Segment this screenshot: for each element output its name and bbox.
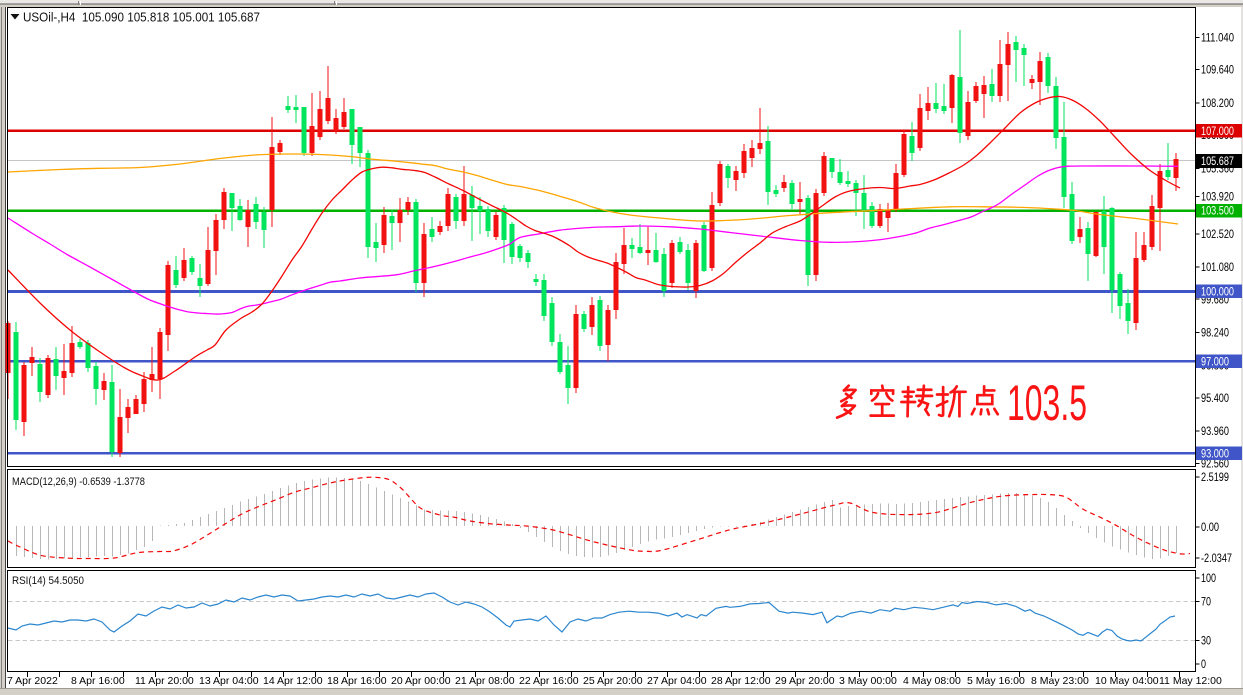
svg-text:93.960: 93.960 [1201, 426, 1229, 438]
svg-text:0.00: 0.00 [1201, 522, 1219, 534]
svg-text:18 Apr 16:00: 18 Apr 16:00 [327, 675, 387, 687]
svg-text:11 May 12:00: 11 May 12:00 [1159, 675, 1222, 687]
svg-text:29 Apr 20:00: 29 Apr 20:00 [775, 675, 835, 687]
svg-text:5 May 16:00: 5 May 16:00 [967, 675, 1025, 687]
svg-text:2.5199: 2.5199 [1201, 472, 1229, 484]
svg-text:3 May 00:00: 3 May 00:00 [839, 675, 897, 687]
svg-text:27 Apr 04:00: 27 Apr 04:00 [647, 675, 707, 687]
svg-text:0: 0 [1201, 659, 1206, 671]
svg-text:8 May 23:00: 8 May 23:00 [1031, 675, 1089, 687]
svg-text:108.200: 108.200 [1201, 98, 1234, 110]
svg-text:22 Apr 16:00: 22 Apr 16:00 [519, 675, 579, 687]
svg-text:25 Apr 20:00: 25 Apr 20:00 [583, 675, 643, 687]
svg-text:101.080: 101.080 [1201, 262, 1234, 274]
svg-text:10 May 04:00: 10 May 04:00 [1095, 675, 1159, 687]
svg-text:97.000: 97.000 [1201, 356, 1229, 368]
svg-text:100.000: 100.000 [1201, 287, 1234, 299]
svg-text:107.000: 107.000 [1201, 126, 1234, 138]
svg-text:103.500: 103.500 [1201, 206, 1234, 218]
svg-text:28 Apr 12:00: 28 Apr 12:00 [711, 675, 771, 687]
svg-text:103.920: 103.920 [1201, 192, 1234, 204]
svg-text:92.560: 92.560 [1201, 459, 1229, 471]
svg-text:4 May 08:00: 4 May 08:00 [903, 675, 961, 687]
svg-text:11 Apr 20:00: 11 Apr 20:00 [135, 675, 194, 687]
svg-text:105.687: 105.687 [1201, 156, 1234, 168]
svg-text:14 Apr 12:00: 14 Apr 12:00 [263, 675, 323, 687]
svg-text:98.240: 98.240 [1201, 328, 1229, 340]
svg-text:103.5: 103.5 [1007, 375, 1087, 431]
svg-text:USOil-,H4 105.090 105.818 105: USOil-,H4 105.090 105.818 105.001 105.68… [23, 10, 260, 25]
svg-text:-2.0347: -2.0347 [1201, 553, 1232, 565]
svg-text:20 Apr 00:00: 20 Apr 00:00 [391, 675, 451, 687]
svg-text:MACD(12,26,9) -0.6539 -1.3778: MACD(12,26,9) -0.6539 -1.3778 [12, 476, 145, 488]
svg-text:102.520: 102.520 [1201, 229, 1234, 241]
svg-text:95.400: 95.400 [1201, 393, 1229, 405]
svg-text:100: 100 [1201, 573, 1216, 585]
svg-text:30: 30 [1201, 636, 1211, 648]
svg-text:109.640: 109.640 [1201, 65, 1234, 77]
svg-text:70: 70 [1201, 597, 1211, 609]
svg-text:13 Apr 04:00: 13 Apr 04:00 [199, 675, 259, 687]
svg-text:111.040: 111.040 [1201, 32, 1234, 44]
svg-text:8 Apr 16:00: 8 Apr 16:00 [71, 675, 125, 687]
svg-text:7 Apr 2022: 7 Apr 2022 [7, 675, 58, 687]
svg-text:RSI(14) 54.5050: RSI(14) 54.5050 [12, 575, 84, 587]
svg-text:21 Apr 08:00: 21 Apr 08:00 [455, 675, 515, 687]
svg-text:93.000: 93.000 [1201, 448, 1229, 460]
